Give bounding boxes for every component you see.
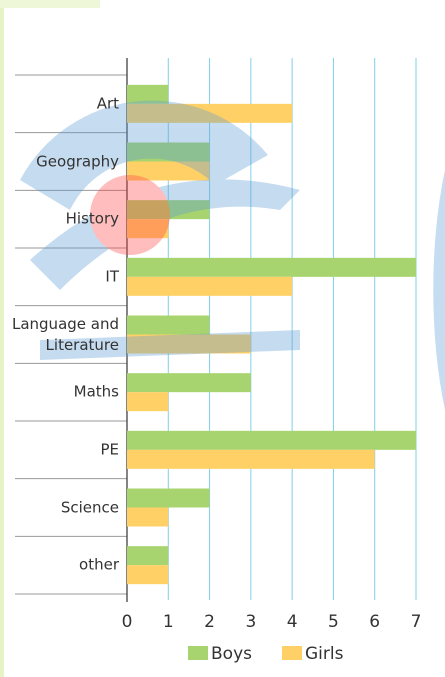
x-tick-label: 7 [411, 612, 422, 632]
x-tick-label: 1 [163, 612, 174, 632]
x-tick-label: 6 [369, 612, 380, 632]
bar [127, 373, 251, 392]
x-tick-label: 0 [122, 612, 133, 632]
page-edge [0, 0, 100, 8]
y-tick-label: Geography [7, 151, 119, 172]
y-tick-label: Art [7, 93, 119, 114]
y-tick-label: Science [7, 497, 119, 518]
x-tick-label: 3 [245, 612, 256, 632]
legend-label: Boys [211, 644, 252, 664]
y-tick-label: other [7, 555, 119, 576]
bar [127, 565, 168, 584]
bar [127, 316, 210, 335]
bar [127, 431, 416, 450]
bar [127, 508, 168, 527]
legend-swatch [282, 646, 302, 660]
y-tick-label: Maths [7, 382, 119, 403]
legend-swatch [188, 646, 208, 660]
bar [127, 450, 375, 469]
bar [127, 546, 168, 565]
y-tick-label: IT [7, 266, 119, 287]
bar [127, 489, 210, 508]
bar [127, 277, 292, 296]
bar [127, 258, 416, 277]
x-tick-label: 2 [204, 612, 215, 632]
page-edge [0, 0, 4, 677]
legend-label: Girls [305, 644, 344, 664]
x-tick-label: 4 [287, 612, 298, 632]
y-tick-label: History [7, 209, 119, 230]
y-tick-label: Language and Literature [7, 314, 119, 356]
page: 0 1 2 3 4 5 6 7 Boys Girls Art Geography History IT… [0, 0, 445, 677]
bar [127, 392, 168, 411]
y-tick-label: PE [7, 439, 119, 460]
x-tick-label: 5 [328, 612, 339, 632]
